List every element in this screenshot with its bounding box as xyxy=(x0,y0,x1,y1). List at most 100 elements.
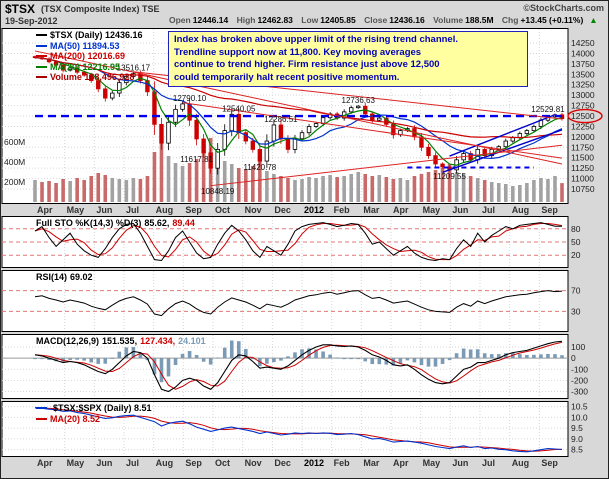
resistance-highlight-circle xyxy=(567,108,603,124)
x-axis-label: Feb xyxy=(333,205,350,215)
y-axis-label: 11000 xyxy=(571,174,594,184)
gridlines xyxy=(2,402,568,456)
macd-legend: MACD(12,26,9) 151.535, 127.434, 24.101 xyxy=(36,336,209,346)
volume-value: 188.5M xyxy=(465,15,494,25)
legend-volume: Volume 188,496,928 xyxy=(36,72,143,83)
y-axis-label: 14250 xyxy=(571,38,595,48)
line-swatch-icon xyxy=(36,76,47,78)
volume-axis-label: 200M xyxy=(4,177,25,187)
line-swatch-icon xyxy=(36,55,47,57)
volume-label: Volume xyxy=(433,15,464,25)
ratio-legend: $TSX:$SPX (Daily) 8.51 MA(20) 8.52 xyxy=(36,403,155,424)
x-axis-label: Aug xyxy=(511,205,530,215)
y-axis-label: 50 xyxy=(571,237,581,247)
y-axis-label: 0 xyxy=(571,353,576,363)
y-axis-label: 9.5 xyxy=(571,423,583,433)
rsi-label: RSI(14) xyxy=(36,272,68,282)
price-label: 12790.10 xyxy=(173,94,207,103)
copyright-text: ©StockCharts.com xyxy=(523,3,604,13)
uptrend-support xyxy=(210,144,563,187)
open-value: 12446.14 xyxy=(192,15,229,25)
macd-label: MACD(12,26,9) xyxy=(36,336,100,346)
legend-ma50-text: MA(50) 11894.53 xyxy=(50,40,120,51)
x-axis-label: Jul xyxy=(126,205,140,215)
x-axis-label: Apr xyxy=(37,205,53,215)
volume-axis-labels: 600M 400M 200M xyxy=(4,137,25,187)
y-axis-labels: 80 50 20 xyxy=(571,224,581,260)
x-axis-label: Mar xyxy=(363,458,380,468)
ratio-legend-line2: MA(20) 8.52 xyxy=(36,414,155,425)
ratio-ma-text: MA(20) 8.52 xyxy=(50,413,101,424)
close-label: Close xyxy=(364,15,388,25)
x-axis-label: Jun xyxy=(96,205,113,215)
y-axis-label: 10.0 xyxy=(571,412,588,422)
line-swatch-icon xyxy=(36,417,47,420)
high-label: High xyxy=(236,15,256,25)
ratio-panel: 10.510.09.59.08.5 xyxy=(1,401,588,457)
y-axis-label: -100 xyxy=(571,364,588,374)
sto-k-value: 85.62, xyxy=(144,218,170,228)
y-axis-label: -300 xyxy=(571,387,588,397)
price-label: 10848.19 xyxy=(201,187,235,196)
x-axis-label: May xyxy=(422,205,441,215)
x-axis-label: Feb xyxy=(333,458,350,468)
low-value: 12405.85 xyxy=(320,15,356,25)
y-axis-label: 11750 xyxy=(571,142,594,152)
macd-value: 151.535, xyxy=(102,336,138,346)
volume-axis-label: 600M xyxy=(4,137,25,147)
y-axis-label: 100 xyxy=(571,342,585,352)
y-axis-label: 12250 xyxy=(571,121,595,131)
volume-axis-label: 400M xyxy=(4,157,25,167)
sto-label: Full STO %K(14,3) %D(3) xyxy=(36,218,142,228)
macd-hist-value: 24.101 xyxy=(178,336,206,346)
x-axis-label: Nov xyxy=(244,205,262,215)
price-point-labels: 13516.17 12790.10 12540.05 12286.51 12736.63… xyxy=(117,64,565,196)
y-axis-label: 80 xyxy=(571,224,581,234)
ratio-line xyxy=(34,407,563,453)
high-value: 12462.83 xyxy=(257,15,293,25)
x-axis-label: Oct xyxy=(215,458,231,468)
y-axis-label: 10750 xyxy=(571,184,595,194)
percent-d-line xyxy=(34,223,563,261)
x-axis-label: Sep xyxy=(541,205,558,215)
x-axis-label: Oct xyxy=(215,205,231,215)
gridlines xyxy=(2,217,568,267)
legend-ma200-text: MA(200) 12016.69 xyxy=(50,51,126,61)
legend-ma20-text: MA(20) 12216.95 xyxy=(50,61,121,72)
x-axis-label: Sep xyxy=(185,205,202,215)
rsi-value: 69.02 xyxy=(70,272,93,282)
x-axis-label: Jun xyxy=(96,458,113,468)
ohlc-quote: Open 12446.14 High 12462.83 Low 12405.85 Cl… xyxy=(169,15,598,25)
x-axis-label: 2012 xyxy=(304,205,325,215)
price-label: 12540.05 xyxy=(222,104,256,113)
index-name: (TSX Composite Index) TSE xyxy=(41,4,160,14)
y-axis-label: 10.5 xyxy=(571,402,588,412)
y-axis-label: 12750 xyxy=(571,101,595,111)
x-axis-label: May xyxy=(422,458,441,468)
x-axis-label: Jul xyxy=(126,458,140,468)
macd-line xyxy=(34,340,563,393)
x-axis-label: Dec xyxy=(274,458,291,468)
annotation-line: Trendline support now at 11,800. Key mov… xyxy=(174,46,422,58)
price-label: 13516.17 xyxy=(117,64,151,73)
x-axis-label: Apr xyxy=(393,205,409,215)
macd-panel: 1000-100-200 -300 xyxy=(1,334,588,399)
stochastic-legend: Full STO %K(14,3) %D(3) 85.62, 89.44 xyxy=(36,218,198,228)
line-swatch-wrap xyxy=(36,403,50,413)
line-swatch-icon xyxy=(36,44,47,47)
x-axis-months-top: Apr May Jun Jul Aug Sep Oct Nov Dec 2012 Feb Mar Apr… xyxy=(1,204,608,216)
price-label: 12736.63 xyxy=(342,96,376,105)
gridlines xyxy=(2,271,568,331)
x-axis-label: Aug xyxy=(155,205,174,215)
legend-price: $TSX (Daily) 12436.16 xyxy=(36,30,143,41)
low-label: Low xyxy=(301,15,319,25)
x-axis-label: Sep xyxy=(185,458,202,468)
y-axis-label: 13750 xyxy=(571,59,595,69)
x-axis-label: Apr xyxy=(393,458,409,468)
rsi-panel: 70 30 xyxy=(1,270,581,332)
y-axis-labels: 10.510.09.59.08.5 xyxy=(571,402,588,455)
y-axis-label: 8.5 xyxy=(571,445,583,455)
trendline-overlays xyxy=(34,50,563,187)
sto-d-value: 89.44 xyxy=(172,218,195,228)
